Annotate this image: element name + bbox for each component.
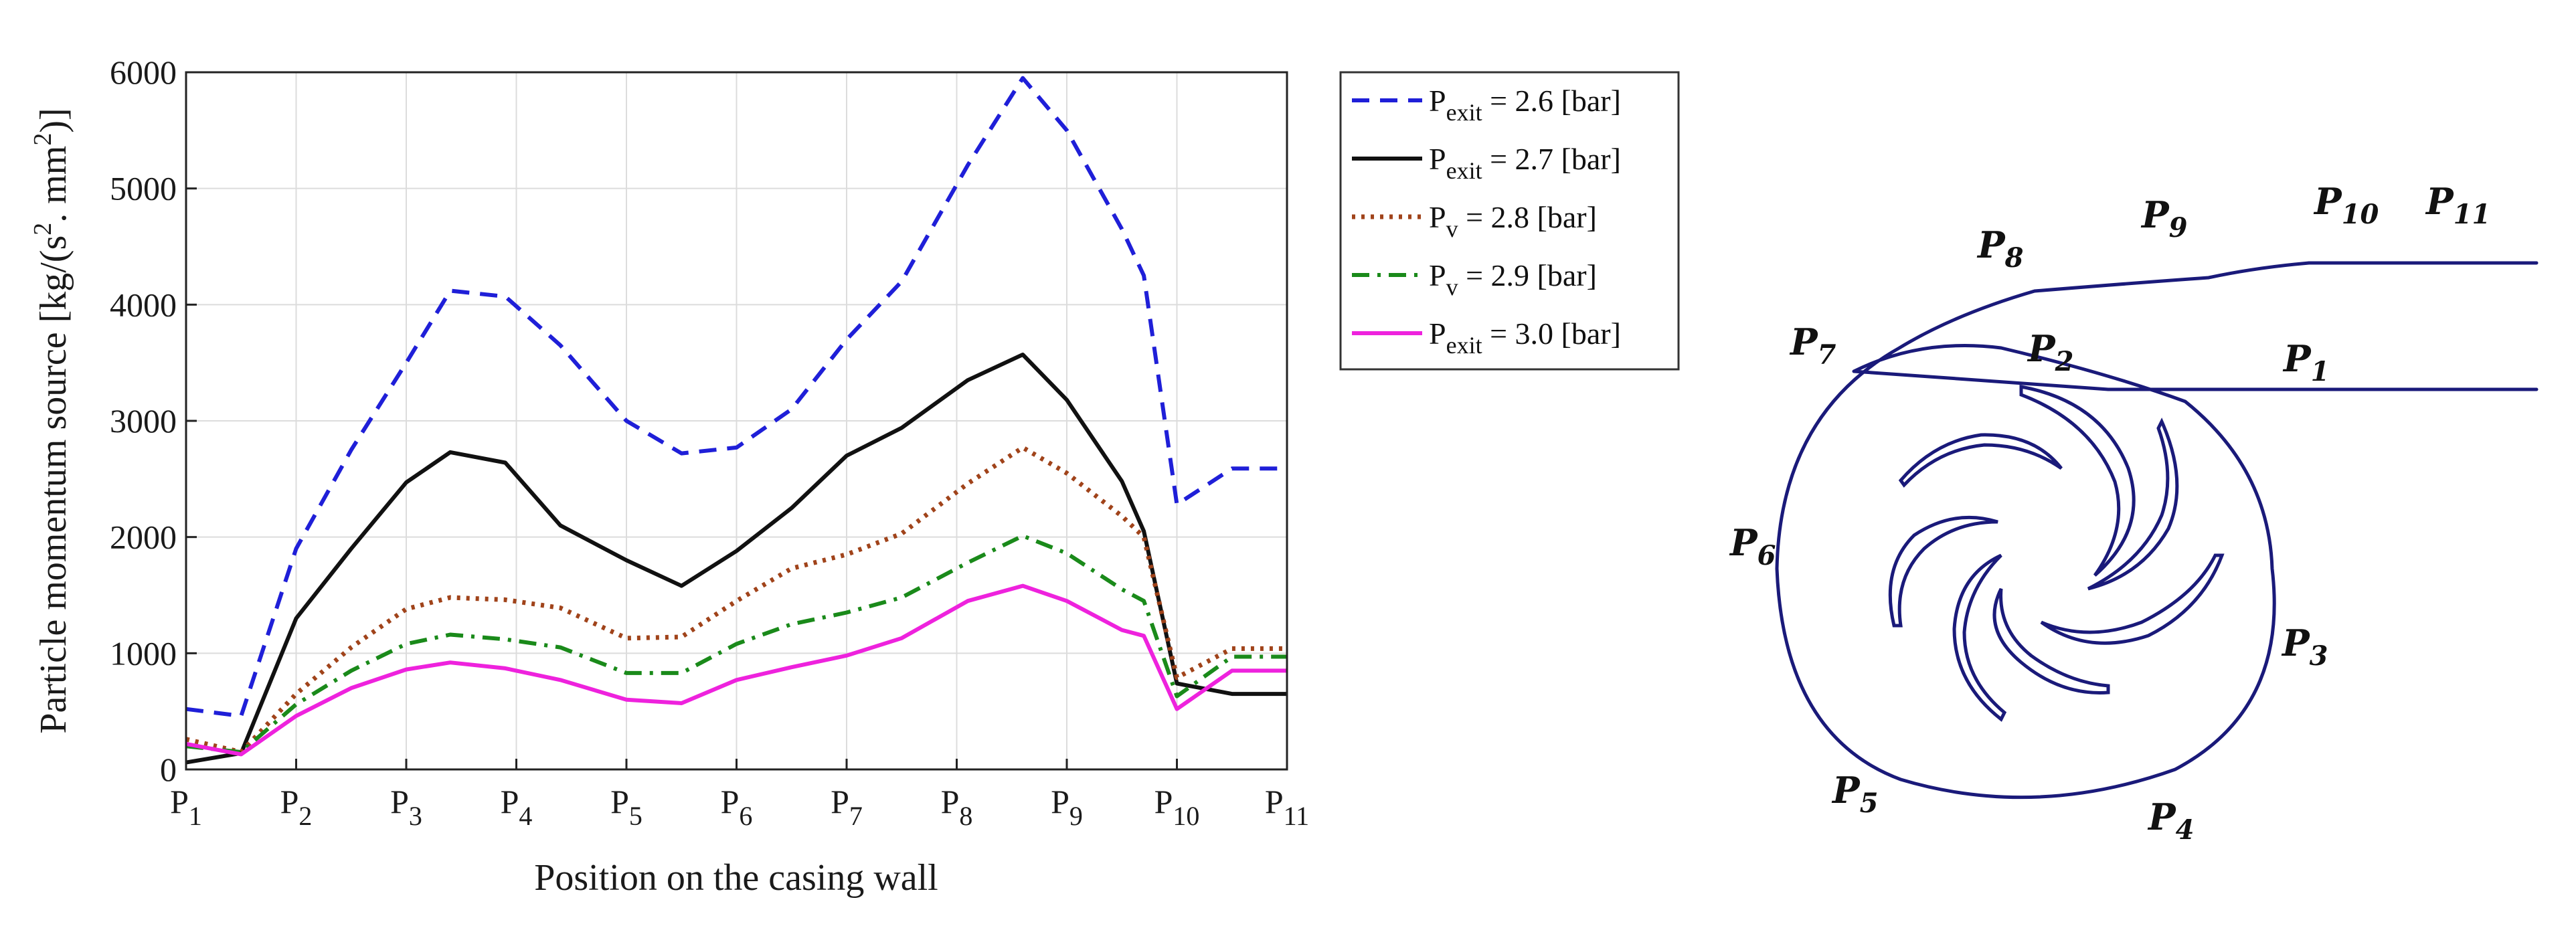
y-axis-label-sup2: 2 [29,133,57,146]
impeller-blade [1992,587,2110,694]
x-tick-label: P1 [170,783,202,831]
legend-label: Pexit = 2.6 [bar] [1429,84,1621,126]
series-line-3 [185,445,1287,755]
point-label-p7: P7 [1789,320,1836,371]
x-tick-label: P6 [721,783,753,831]
point-label-p6: P6 [1729,521,1776,571]
x-tick-label: P7 [831,783,863,831]
y-axis-label-main: Particle momentum source [kg/(s [33,236,74,734]
point-label-p3: P3 [2281,622,2328,672]
y-axis-label: Particle momentum source [kg/(s2. mm2)] [29,108,74,733]
point-label-p8: P8 [1976,223,2023,274]
series-layer [185,76,1287,765]
y-axis-ticks: 0 1000 2000 3000 4000 5000 6000 [110,54,197,788]
legend-box [1339,71,1680,371]
legend: Pexit = 2.6 [bar] Pexit = 2.7 [bar] Pv = 2… [1339,71,1680,371]
series-line-1 [185,76,1287,719]
impeller-blade [1952,553,2007,722]
impeller-blade [1898,433,2063,488]
pump-diagram: P1 P2 P3 P4 P5 P6 P7 P8 P9 P10 P11 [1729,180,2539,846]
y-tick-label: 4000 [110,286,177,323]
y-tick-label: 6000 [110,54,177,91]
point-label-p1: P1 [2282,337,2329,387]
point-labels: P1 P2 P3 P4 P5 P6 P7 P8 P9 P10 P11 [1729,180,2490,846]
y-tick-label: 5000 [110,170,177,207]
x-tick-label: P4 [501,783,533,831]
legend-items: Pexit = 2.6 [bar] Pexit = 2.7 [bar] Pv = 2… [1352,84,1621,359]
x-tick-label: P3 [390,783,422,831]
impeller [1888,384,2225,722]
y-tick-label: 3000 [110,402,177,440]
impeller-blade [2040,553,2225,645]
series-line-4 [185,533,1287,754]
y-tick-label: 1000 [110,634,177,672]
series-line-2 [185,353,1287,765]
impeller-blade [1888,515,1998,628]
x-tick-label: P8 [941,783,973,831]
x-axis-ticks: P1 P2 P3 P4 P5 P6 P7 P8 P9 P10 P11 [170,759,1309,831]
x-axis-label: Position on the casing wall [534,857,938,899]
point-label-p11: P11 [2425,180,2490,230]
momentum-chart: 0 1000 2000 3000 4000 5000 6000 P1 P2 P3 P4 P5 P6 P7… [29,54,1680,899]
x-tick-label: P9 [1051,783,1083,831]
y-axis-label-sup1: 2 [29,223,57,236]
impeller-blade [2019,384,2136,577]
legend-label: Pexit = 3.0 [bar] [1429,316,1621,359]
point-label-p5: P5 [1831,769,1878,819]
x-tick-label: P5 [610,783,642,831]
x-tick-label: P11 [1265,783,1309,831]
y-axis-label-mid: . mm [33,146,74,223]
point-label-p10: P10 [2313,180,2379,230]
legend-label: Pv = 2.8 [bar] [1429,200,1597,242]
legend-label: Pexit = 2.7 [bar] [1429,142,1621,184]
point-label-p9: P9 [2140,193,2187,244]
series-line-5 [185,583,1287,757]
x-tick-label: P10 [1154,783,1200,831]
point-label-p2: P2 [2027,327,2073,377]
x-tick-label: P2 [280,783,313,831]
point-label-p4: P4 [2147,796,2194,846]
legend-label: Pv = 2.9 [bar] [1429,258,1597,300]
y-tick-label: 2000 [110,519,177,556]
volute-casing [1775,261,2539,800]
impeller-blade [2087,418,2179,591]
y-axis-label-end: )] [33,108,74,132]
y-tick-label: 0 [160,751,177,788]
